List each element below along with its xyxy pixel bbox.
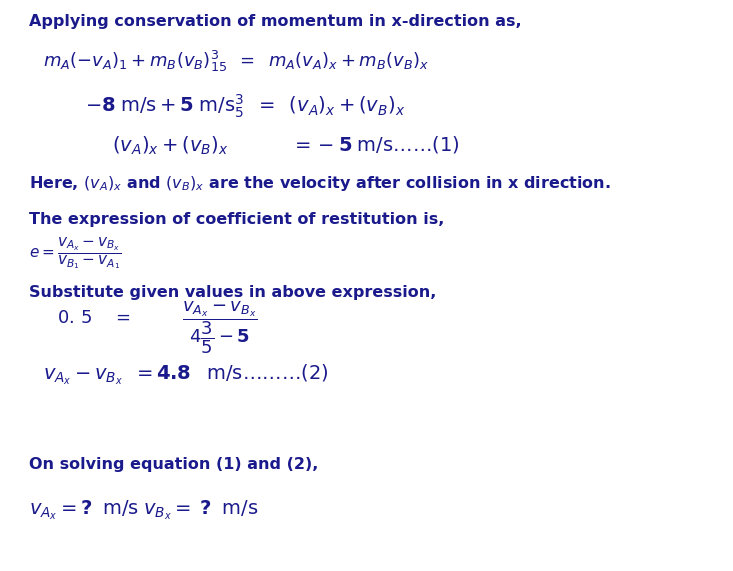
Text: $\left(v_A\right)_x + \left(v_B\right)_x \;\;\;\;\;\;\;\;\;\;\;\; = -\mathbf{5}\: $\left(v_A\right)_x + \left(v_B\right)_x… xyxy=(112,135,460,158)
Text: $v_{A_x} - v_{B_x} \;\; = \mathbf{4.8} \;\;\; \mathrm{m/s}\ldots\ldots\ldots\lef: $v_{A_x} - v_{B_x} \;\; = \mathbf{4.8} \… xyxy=(43,363,328,387)
Text: $0.\,5 \;\;\;\; = \;\;\;\;\;\;\;\;\;\; \dfrac{v_{A_x} - v_{B_x}}{4\dfrac{3}{5} -: $0.\,5 \;\;\;\; = \;\;\;\;\;\;\;\;\;\; \… xyxy=(57,300,257,356)
Text: Substitute given values in above expression,: Substitute given values in above express… xyxy=(29,286,437,300)
Text: Here, $(v_A)_x$ and $(v_B)_x$ are the velocity after collision in x direction.: Here, $(v_A)_x$ and $(v_B)_x$ are the ve… xyxy=(29,174,611,193)
Text: $-\mathbf{8}\; \mathrm{m/s} + \mathbf{5}\; \mathrm{m/s}_{5}^{3} \;\;=\;\; \left(: $-\mathbf{8}\; \mathrm{m/s} + \mathbf{5}… xyxy=(84,93,405,120)
Text: $m_A\left(-v_A\right)_1 + m_B\left(v_B\right)_{15}^{3}\;\; = \;\; m_A\left(v_A\r: $m_A\left(-v_A\right)_1 + m_B\left(v_B\r… xyxy=(43,49,429,74)
Text: Applying conservation of momentum in x-direction as,: Applying conservation of momentum in x-d… xyxy=(29,14,522,29)
Text: $v_{A_x} = \boldsymbol{?} \;\; \mathrm{m/s}\; v_{B_x} = \;\boldsymbol{?}\;\; \ma: $v_{A_x} = \boldsymbol{?} \;\; \mathrm{m… xyxy=(29,498,259,522)
Text: $e = \dfrac{v_{A_x} - v_{B_x}}{v_{B_1} - v_{A_1}}$: $e = \dfrac{v_{A_x} - v_{B_x}}{v_{B_1} -… xyxy=(29,235,122,271)
Text: On solving equation (1) and (2),: On solving equation (1) and (2), xyxy=(29,457,319,472)
Text: The expression of coefficient of restitution is,: The expression of coefficient of restitu… xyxy=(29,211,444,227)
